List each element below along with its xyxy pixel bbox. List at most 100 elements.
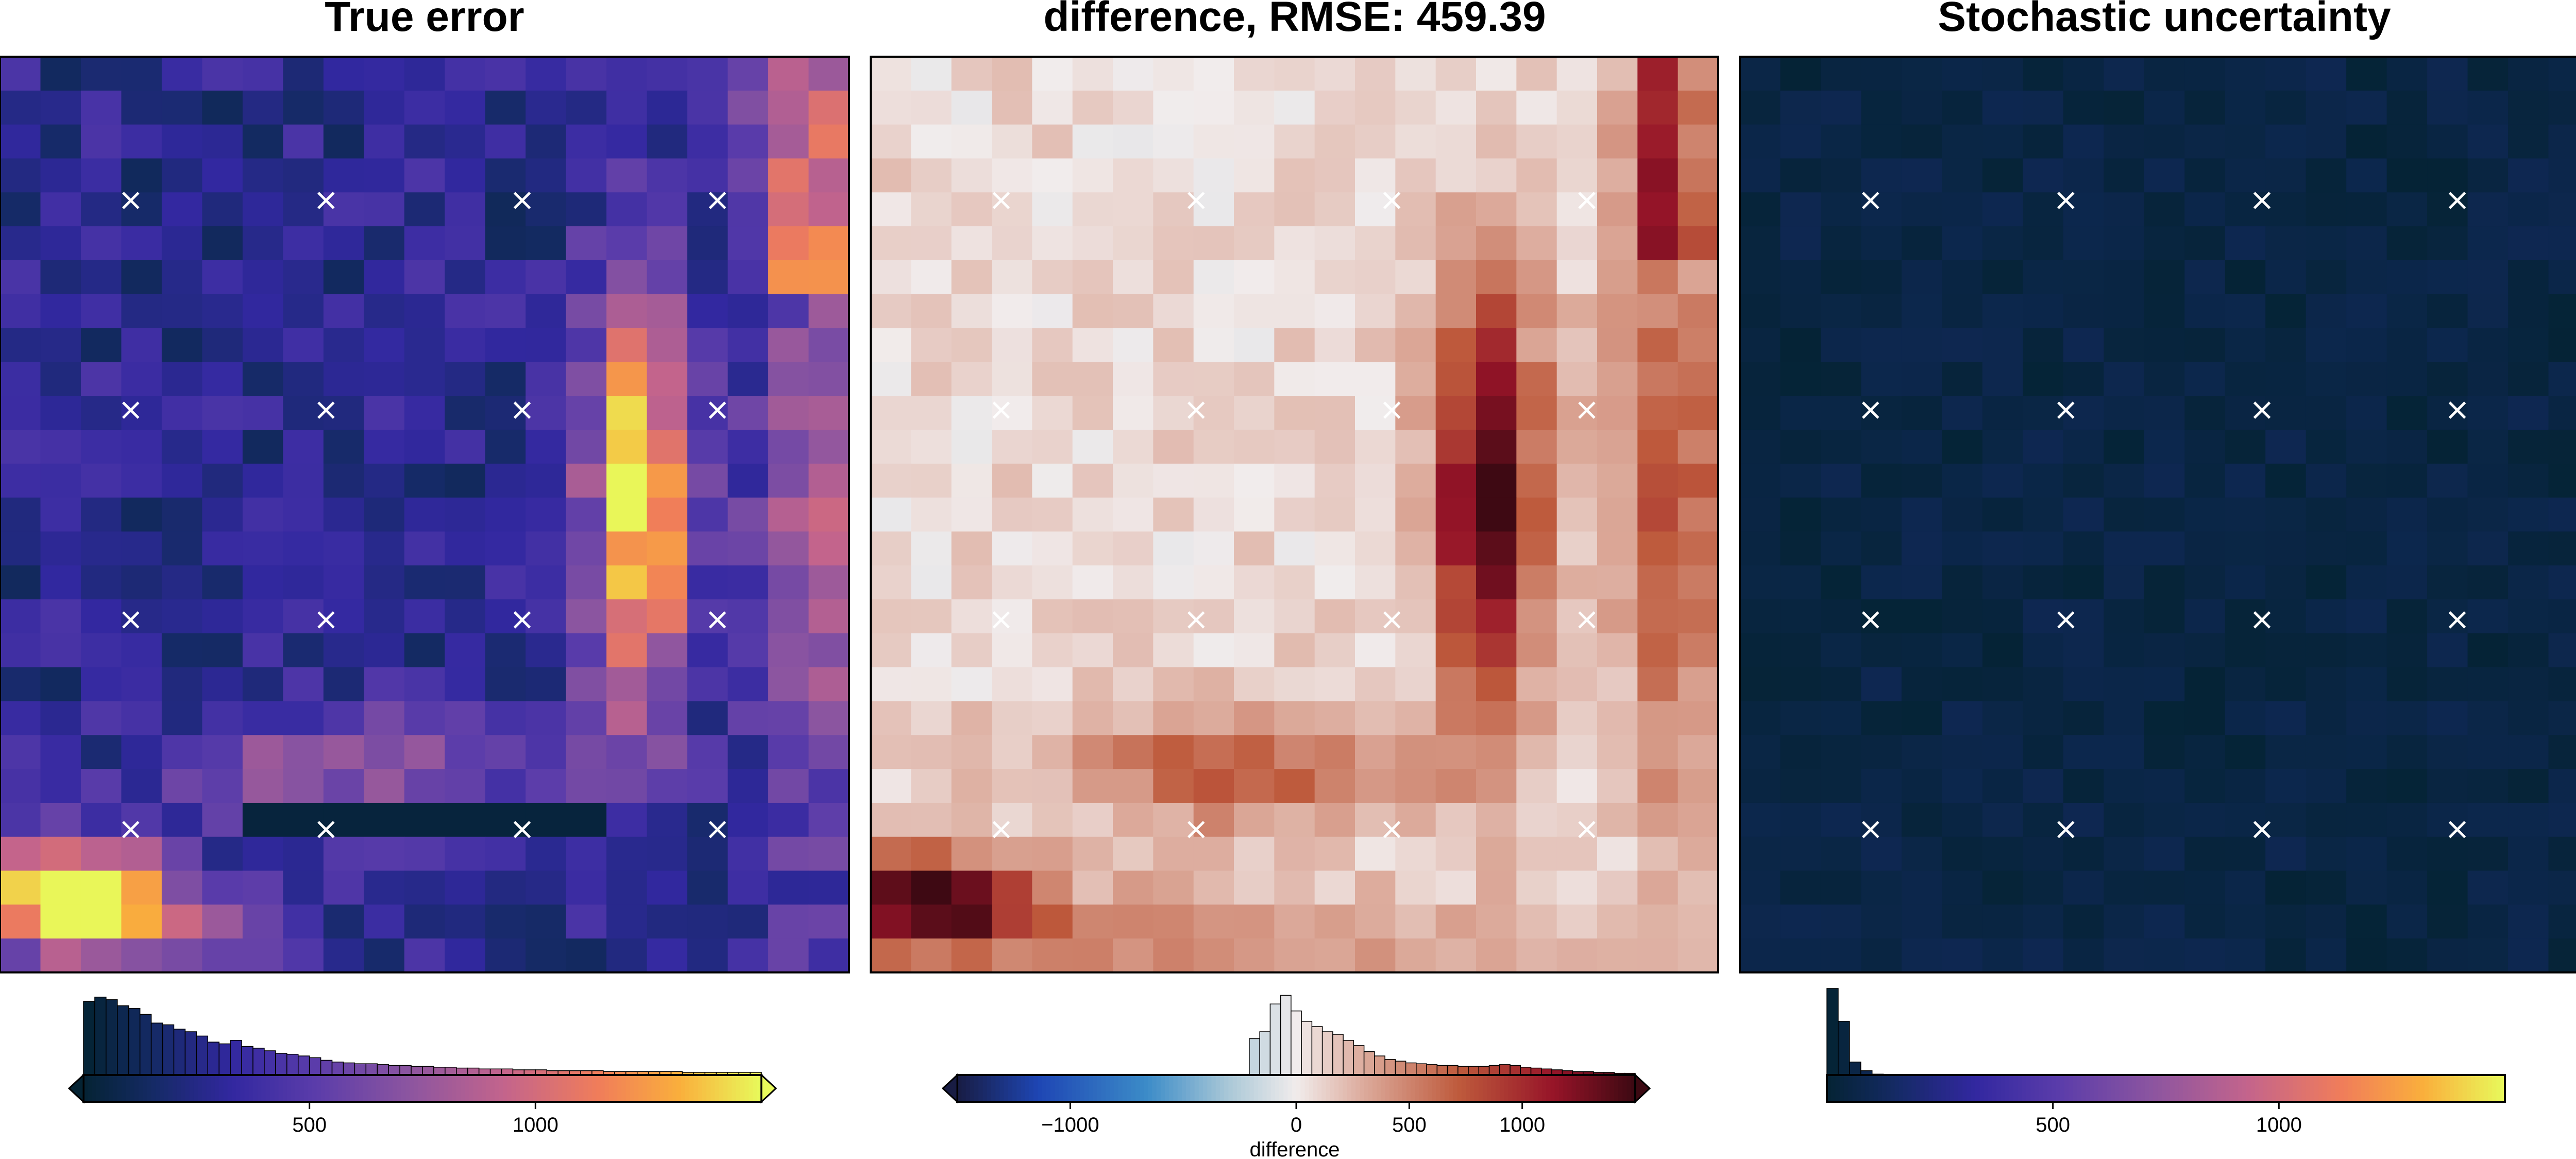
heatmap-cell xyxy=(2023,124,2064,159)
heatmap-cell xyxy=(404,599,445,634)
heatmap-cell xyxy=(1677,260,1719,295)
heatmap-cell xyxy=(2104,362,2145,396)
heatmap-cell xyxy=(283,938,324,973)
heatmap-cell xyxy=(283,904,324,939)
heatmap-cell xyxy=(992,497,1032,532)
colorbar-segment xyxy=(1219,1075,1225,1102)
colorbar-segment xyxy=(346,1075,351,1102)
colorbar-segment xyxy=(2098,1075,2103,1102)
colorbar-tick-label: −1000 xyxy=(1041,1114,1099,1136)
heatmap-cell xyxy=(808,57,850,91)
heatmap-cell xyxy=(202,362,243,396)
heatmap-cell xyxy=(1153,769,1194,803)
colorbar-segment xyxy=(999,1075,1005,1102)
heatmap-cell xyxy=(121,836,162,871)
colorbar-segment xyxy=(1554,1075,1560,1102)
heatmap-cell xyxy=(161,192,202,227)
heatmap-cell xyxy=(2467,362,2509,396)
histogram-bar xyxy=(1426,1064,1438,1076)
colorbar-segment xyxy=(1118,1075,1123,1102)
heatmap-cell xyxy=(80,938,122,973)
heatmap-cell xyxy=(364,565,405,600)
heatmap-cell xyxy=(2467,735,2509,769)
heatmap-cell xyxy=(1780,633,1821,668)
heatmap-cell xyxy=(768,328,809,362)
heatmap-cell xyxy=(1113,90,1154,125)
colorbar-segment xyxy=(2352,1075,2357,1102)
colorbar-segment xyxy=(1622,1075,1628,1102)
heatmap-cell xyxy=(1901,429,1942,464)
heatmap-cell xyxy=(911,938,952,973)
heatmap-cell xyxy=(1942,396,1983,430)
colorbar-segment xyxy=(1542,1075,1547,1102)
heatmap-cell xyxy=(40,938,81,973)
colorbar-segment xyxy=(503,1075,508,1102)
colorbar-segment xyxy=(2043,1075,2048,1102)
heatmap-cell xyxy=(323,429,364,464)
heatmap-cell xyxy=(161,429,202,464)
heatmap-cell xyxy=(1476,667,1517,702)
heatmap-cell xyxy=(364,260,405,295)
heatmap-cell xyxy=(2346,870,2387,905)
heatmap-cell xyxy=(808,90,850,125)
colorbar-segment xyxy=(1398,1075,1403,1102)
heatmap-cell xyxy=(1637,599,1679,634)
heatmap-cell xyxy=(1314,429,1355,464)
colorbar-segment xyxy=(1890,1075,1895,1102)
heatmap-cell xyxy=(768,938,809,973)
heatmap-cell xyxy=(2508,294,2549,329)
heatmap-cell xyxy=(1901,362,1942,396)
heatmap-cell xyxy=(808,599,850,634)
heatmap-cell xyxy=(2386,90,2428,125)
heatmap-cell xyxy=(1113,599,1154,634)
heatmap-cell xyxy=(808,396,850,430)
heatmap-cell xyxy=(364,124,405,159)
heatmap-cell xyxy=(911,497,952,532)
colorbar-segment xyxy=(253,1075,258,1102)
heatmap-cell xyxy=(1113,531,1154,566)
heatmap-cell xyxy=(526,701,567,735)
heatmap-cell xyxy=(242,90,283,125)
heatmap-cell xyxy=(2104,769,2145,803)
heatmap-cell xyxy=(1476,701,1517,735)
colorbar-segment xyxy=(1516,1075,1521,1102)
heatmap-cell xyxy=(727,362,769,396)
heatmap-cell xyxy=(566,124,607,159)
heatmap-cell xyxy=(1780,531,1821,566)
heatmap-cell xyxy=(2063,701,2104,735)
heatmap-cell xyxy=(1516,226,1557,261)
heatmap-cell xyxy=(992,429,1032,464)
heatmap-cell xyxy=(911,226,952,261)
heatmap-cell xyxy=(1395,429,1436,464)
station-marker xyxy=(2253,401,2271,419)
heatmap-cell xyxy=(1435,362,1477,396)
heatmap-cell xyxy=(2063,667,2104,702)
heatmap-cell xyxy=(323,328,364,362)
heatmap-cell xyxy=(871,565,911,600)
colorbar-segment xyxy=(325,1075,330,1102)
heatmap-cell xyxy=(80,463,122,498)
heatmap-cell xyxy=(283,429,324,464)
heatmap-cell xyxy=(2023,396,2064,430)
heatmap-cell xyxy=(2225,735,2266,769)
heatmap-cell xyxy=(1435,565,1477,600)
colorbar-segment xyxy=(1101,1075,1106,1102)
heatmap-cell xyxy=(202,735,243,769)
heatmap-cell xyxy=(1234,735,1275,769)
heatmap-cell xyxy=(1476,362,1517,396)
heatmap-cell xyxy=(1820,463,1862,498)
heatmap-cell xyxy=(992,633,1032,668)
colorbar-segment xyxy=(727,1075,733,1102)
heatmap-cell xyxy=(1355,497,1396,532)
heatmap-cell xyxy=(1942,497,1983,532)
heatmap-cell xyxy=(1597,667,1638,702)
heatmap-cell xyxy=(647,802,688,837)
heatmap-cell xyxy=(2427,836,2468,871)
histogram-bar xyxy=(320,1060,333,1076)
colorbar-segment xyxy=(1016,1075,1021,1102)
heatmap-cell xyxy=(2104,531,2145,566)
heatmap-cell xyxy=(992,158,1032,193)
heatmap-cell xyxy=(1516,802,1557,837)
heatmap-cell xyxy=(2548,870,2576,905)
heatmap-cell xyxy=(606,565,648,600)
